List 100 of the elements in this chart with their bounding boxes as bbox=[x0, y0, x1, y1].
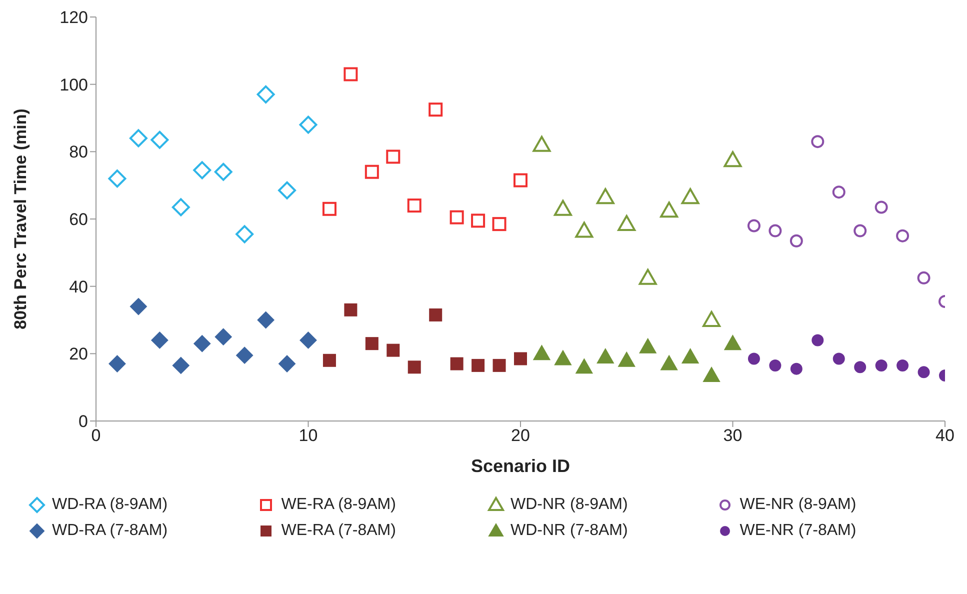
point bbox=[236, 225, 254, 244]
legend-label: WE-NR (7-8AM) bbox=[740, 522, 856, 540]
point bbox=[408, 360, 421, 374]
point bbox=[236, 346, 254, 364]
point bbox=[639, 338, 656, 354]
point bbox=[812, 334, 824, 346]
y-tick-label: 80 bbox=[69, 142, 88, 162]
point bbox=[256, 85, 275, 104]
legend-label: WE-RA (7-8AM) bbox=[281, 522, 396, 540]
legend-label: WE-RA (8-9AM) bbox=[281, 496, 396, 514]
point bbox=[832, 186, 846, 199]
point bbox=[450, 210, 464, 224]
point bbox=[533, 345, 550, 360]
point bbox=[854, 224, 867, 238]
point bbox=[407, 198, 422, 213]
point bbox=[576, 358, 593, 374]
x-tick-label: 40 bbox=[936, 426, 954, 446]
point bbox=[768, 224, 782, 238]
point bbox=[769, 359, 782, 372]
x-tick-label: 20 bbox=[511, 426, 530, 446]
point bbox=[108, 170, 126, 188]
point bbox=[790, 234, 803, 248]
point bbox=[660, 355, 678, 370]
y-tick-label: 60 bbox=[69, 210, 88, 230]
x-tick-label: 0 bbox=[91, 426, 101, 446]
point bbox=[492, 358, 506, 372]
point bbox=[428, 102, 443, 117]
point bbox=[832, 352, 845, 365]
point bbox=[724, 151, 742, 168]
point bbox=[747, 219, 760, 232]
point bbox=[896, 359, 909, 372]
point bbox=[365, 337, 378, 350]
point bbox=[429, 308, 442, 322]
point bbox=[596, 188, 614, 204]
point bbox=[322, 202, 336, 216]
point bbox=[918, 366, 930, 378]
point bbox=[554, 200, 572, 216]
point bbox=[682, 348, 699, 364]
point bbox=[450, 357, 464, 370]
point bbox=[214, 162, 232, 181]
y-tick-label: 20 bbox=[69, 344, 88, 364]
point bbox=[194, 335, 211, 352]
point bbox=[724, 335, 742, 350]
point bbox=[790, 362, 802, 375]
point bbox=[514, 173, 528, 188]
point bbox=[172, 198, 190, 216]
legend-label: WD-NR (8-9AM) bbox=[510, 496, 628, 514]
legend-label: WD-RA (7-8AM) bbox=[52, 522, 168, 540]
point bbox=[278, 355, 296, 372]
point bbox=[618, 352, 636, 367]
point bbox=[172, 356, 190, 374]
point bbox=[130, 298, 147, 316]
x-tick-label: 30 bbox=[723, 426, 742, 446]
point bbox=[618, 215, 636, 232]
point bbox=[322, 354, 336, 367]
point bbox=[300, 332, 317, 349]
point bbox=[364, 164, 379, 179]
y-axis-title: 80th Perc Travel Time (min) bbox=[11, 108, 30, 330]
x-tick-label: 10 bbox=[298, 426, 318, 446]
point bbox=[660, 202, 678, 218]
point bbox=[681, 188, 700, 204]
point bbox=[811, 135, 824, 148]
point bbox=[896, 229, 910, 242]
point bbox=[471, 214, 486, 228]
point bbox=[344, 303, 358, 316]
point bbox=[854, 361, 866, 374]
point bbox=[575, 222, 594, 238]
point bbox=[554, 350, 572, 366]
point bbox=[150, 130, 169, 149]
point bbox=[702, 311, 721, 327]
point bbox=[532, 136, 551, 152]
legend-label: WD-NR (7-8AM) bbox=[510, 522, 628, 540]
point bbox=[344, 67, 358, 82]
point bbox=[129, 129, 148, 148]
point bbox=[492, 217, 506, 232]
point bbox=[596, 348, 614, 364]
point bbox=[875, 359, 888, 372]
point bbox=[299, 116, 318, 134]
point bbox=[386, 150, 400, 164]
point bbox=[278, 181, 296, 200]
point bbox=[151, 332, 168, 349]
point bbox=[386, 344, 400, 357]
point bbox=[748, 352, 760, 365]
point bbox=[874, 200, 888, 214]
y-tick-label: 120 bbox=[60, 8, 88, 28]
y-tick-label: 0 bbox=[78, 412, 88, 432]
point bbox=[214, 328, 232, 346]
x-axis-title: Scenario ID bbox=[470, 456, 570, 476]
point bbox=[514, 352, 527, 366]
point bbox=[638, 268, 657, 285]
y-tick-label: 100 bbox=[60, 75, 88, 94]
y-tick-label: 40 bbox=[69, 277, 88, 296]
point bbox=[193, 161, 212, 180]
point bbox=[472, 358, 485, 372]
legend-label: WE-NR (8-9AM) bbox=[740, 496, 856, 514]
legend-label: WD-RA (8-9AM) bbox=[52, 496, 168, 514]
point bbox=[108, 355, 126, 372]
point bbox=[917, 271, 930, 284]
point bbox=[257, 312, 274, 328]
point bbox=[703, 367, 720, 382]
